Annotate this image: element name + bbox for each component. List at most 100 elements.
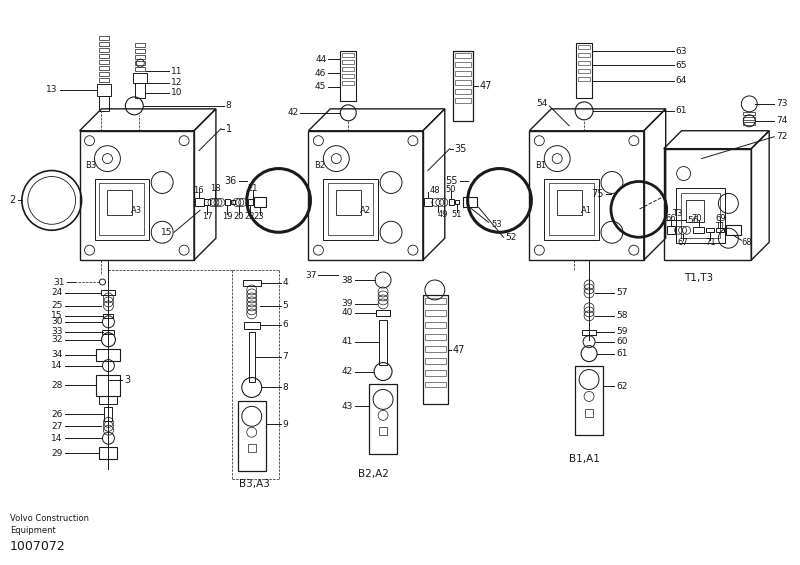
Text: 3: 3 [124,375,130,385]
Bar [454,98,470,103]
Text: T3: T3 [672,209,682,218]
Text: 73: 73 [776,99,788,108]
Text: 40: 40 [342,308,354,318]
Bar [379,427,387,435]
Bar [99,42,110,46]
Text: 66: 66 [666,214,676,223]
Bar [462,197,477,207]
Bar [454,201,458,205]
Text: B2,A2: B2,A2 [358,469,389,479]
Text: 20: 20 [234,212,244,221]
Bar [242,280,261,286]
Bar [340,51,356,101]
Bar [454,62,470,67]
Text: 52: 52 [506,233,517,242]
Text: 63: 63 [676,47,687,55]
Text: 56: 56 [687,216,699,225]
Bar [238,401,266,471]
Text: 75: 75 [591,189,604,199]
Text: 61: 61 [616,349,627,358]
Bar [99,397,118,405]
Text: 68: 68 [742,238,752,247]
Text: 1: 1 [226,124,232,134]
Text: 47: 47 [453,345,465,355]
Text: 69: 69 [715,214,726,223]
Bar [425,346,446,351]
Text: 43: 43 [342,402,354,411]
Bar [676,189,726,243]
Text: 42: 42 [342,367,354,376]
Bar [248,444,256,452]
Bar [98,84,111,96]
Text: Volvo Construction: Volvo Construction [10,514,89,523]
Bar [99,78,110,82]
Bar [102,290,115,295]
Text: 44: 44 [315,55,326,64]
Text: T1: T1 [715,222,726,231]
Bar [204,199,210,206]
Text: 48: 48 [430,186,441,195]
Text: A2: A2 [360,206,371,215]
Bar [248,199,253,206]
Bar [425,370,446,376]
Text: 11: 11 [171,67,182,76]
Text: 19: 19 [222,212,232,221]
Bar [342,53,354,57]
Text: 10: 10 [171,89,182,97]
Bar [578,77,590,81]
Bar [454,80,470,85]
Text: 2: 2 [10,195,16,206]
Text: Equipment: Equipment [10,526,56,535]
Bar [135,83,146,98]
Text: 38: 38 [342,276,354,285]
Text: 58: 58 [616,311,627,320]
Bar [99,66,110,70]
Text: 46: 46 [315,68,326,77]
Bar [550,184,594,235]
Text: 59: 59 [616,327,627,336]
Bar [134,73,147,83]
Text: 37: 37 [305,271,317,280]
Text: 57: 57 [616,289,627,297]
Text: A3: A3 [131,206,142,215]
Bar [578,53,590,57]
Bar [726,225,742,235]
Text: 62: 62 [616,382,627,391]
Bar [578,69,590,73]
Text: 17: 17 [202,212,212,221]
Bar [578,45,590,49]
Text: 32: 32 [51,335,62,344]
Text: 4: 4 [282,279,288,288]
Bar [686,201,703,222]
Text: 13: 13 [46,85,58,94]
Bar [453,51,473,121]
Text: 26: 26 [51,410,62,419]
Bar [454,89,470,94]
Bar [743,117,755,120]
Text: B1,A1: B1,A1 [569,454,600,464]
Bar [328,184,373,235]
Bar [585,410,593,418]
Bar [743,122,755,125]
Text: 65: 65 [676,60,687,69]
Text: 15: 15 [51,311,62,320]
Text: 53: 53 [491,220,502,229]
Bar [249,332,254,381]
Text: 16: 16 [193,186,203,195]
Bar [195,198,204,206]
Bar [449,199,454,206]
Bar [135,67,146,71]
Text: 39: 39 [342,299,354,308]
Text: 31: 31 [53,277,65,286]
Bar [99,184,144,235]
Text: 22: 22 [245,212,255,221]
Text: 45: 45 [315,82,326,92]
Bar [558,190,582,215]
Text: 72: 72 [776,132,787,141]
Bar [99,447,118,459]
Bar [425,358,446,364]
Bar [94,179,150,240]
Text: 74: 74 [776,116,787,125]
Bar [578,61,590,65]
Text: 51: 51 [451,210,462,219]
